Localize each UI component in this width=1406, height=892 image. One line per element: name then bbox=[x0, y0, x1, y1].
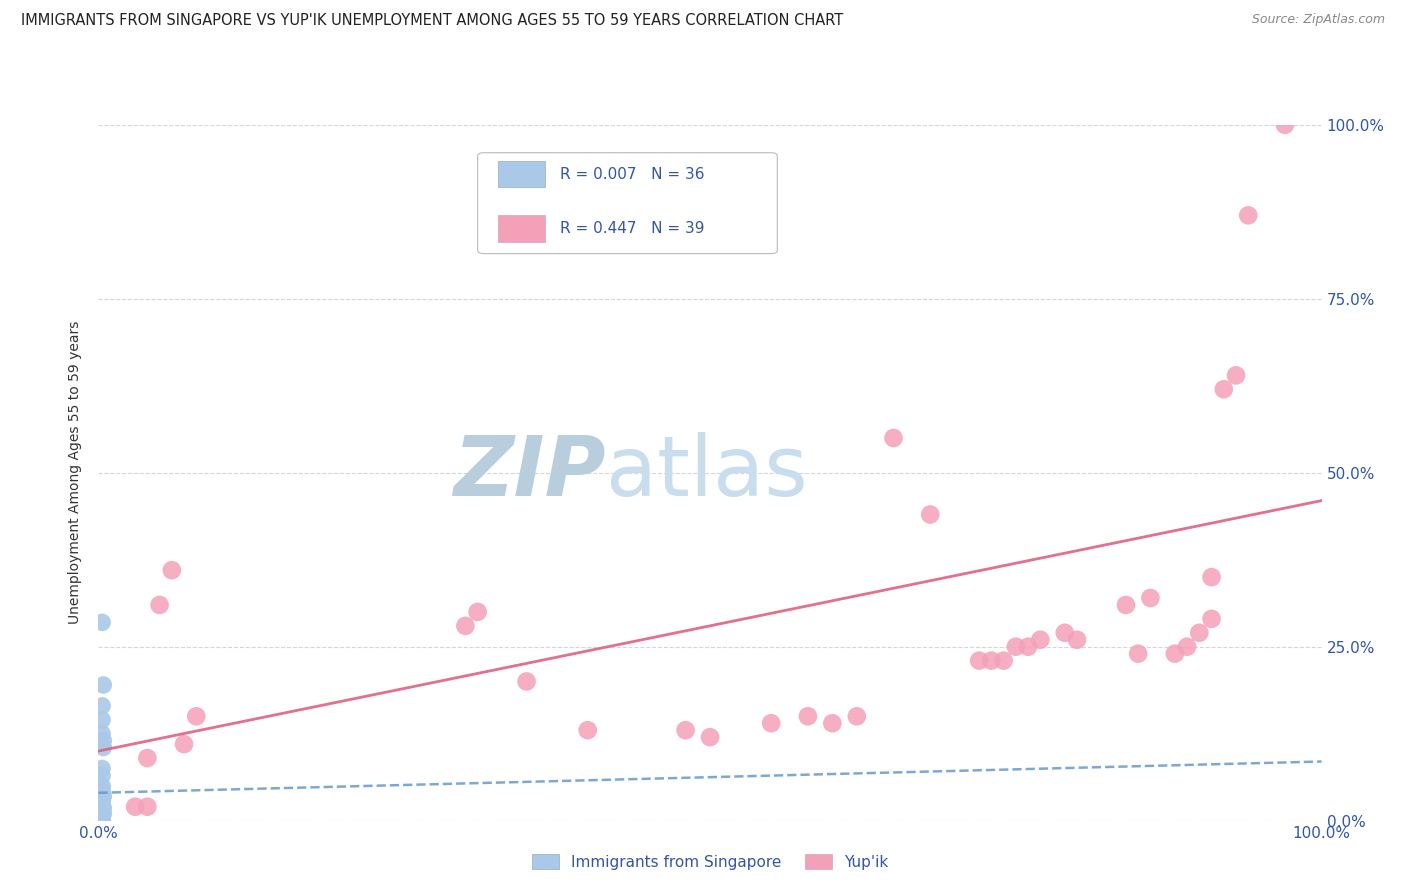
Point bbox=[1164, 647, 1187, 661]
Point bbox=[1237, 208, 1260, 222]
Point bbox=[149, 598, 172, 612]
Point bbox=[91, 768, 114, 782]
Point bbox=[845, 709, 868, 723]
Point bbox=[1212, 382, 1234, 396]
Point bbox=[821, 716, 844, 731]
Point bbox=[91, 812, 114, 826]
Point bbox=[967, 654, 990, 668]
Point bbox=[91, 809, 114, 823]
Point bbox=[1115, 598, 1137, 612]
Point bbox=[91, 678, 114, 692]
Point bbox=[91, 806, 114, 821]
Point bbox=[91, 812, 114, 826]
Point bbox=[761, 716, 783, 731]
Point bbox=[160, 563, 183, 577]
Point bbox=[91, 807, 114, 822]
Point bbox=[91, 786, 114, 800]
Point bbox=[1053, 625, 1076, 640]
Point bbox=[91, 810, 114, 824]
Point bbox=[91, 808, 114, 822]
Point bbox=[173, 737, 195, 751]
Point bbox=[1274, 118, 1296, 132]
Point bbox=[91, 789, 114, 804]
Point bbox=[797, 709, 820, 723]
Point bbox=[1004, 640, 1026, 654]
Point bbox=[1201, 570, 1223, 584]
Point bbox=[1225, 368, 1247, 383]
Point bbox=[1017, 640, 1039, 654]
Point bbox=[136, 751, 159, 765]
Point bbox=[1029, 632, 1052, 647]
Point bbox=[454, 619, 477, 633]
Point bbox=[91, 809, 114, 823]
Text: R = 0.007   N = 36: R = 0.007 N = 36 bbox=[560, 167, 704, 182]
Point bbox=[91, 726, 114, 740]
Y-axis label: Unemployment Among Ages 55 to 59 years: Unemployment Among Ages 55 to 59 years bbox=[69, 321, 83, 624]
Point bbox=[91, 811, 114, 825]
Point bbox=[91, 809, 114, 823]
Point bbox=[91, 615, 114, 630]
FancyBboxPatch shape bbox=[498, 215, 546, 242]
FancyBboxPatch shape bbox=[498, 161, 546, 187]
Point bbox=[91, 713, 114, 727]
Text: Source: ZipAtlas.com: Source: ZipAtlas.com bbox=[1251, 13, 1385, 27]
Point bbox=[1066, 632, 1088, 647]
Point bbox=[675, 723, 697, 738]
Text: ZIP: ZIP bbox=[453, 433, 606, 513]
Point bbox=[91, 812, 114, 826]
Point bbox=[91, 761, 114, 775]
Text: R = 0.447   N = 39: R = 0.447 N = 39 bbox=[560, 221, 704, 236]
Point bbox=[91, 809, 114, 823]
Point bbox=[91, 805, 114, 820]
Point bbox=[920, 508, 942, 522]
Point bbox=[91, 796, 114, 810]
Point bbox=[980, 654, 1002, 668]
Text: atlas: atlas bbox=[606, 433, 808, 513]
Point bbox=[91, 782, 114, 797]
Point bbox=[186, 709, 208, 723]
Point bbox=[1188, 625, 1211, 640]
Point bbox=[91, 803, 114, 817]
Point bbox=[467, 605, 489, 619]
Point bbox=[699, 730, 721, 744]
Point bbox=[136, 799, 159, 814]
Point bbox=[91, 779, 114, 793]
FancyBboxPatch shape bbox=[478, 153, 778, 253]
Point bbox=[1128, 647, 1150, 661]
Point bbox=[1175, 640, 1198, 654]
Point bbox=[1201, 612, 1223, 626]
Point bbox=[91, 812, 114, 826]
Point bbox=[993, 654, 1015, 668]
Point bbox=[1139, 591, 1161, 605]
Point bbox=[515, 674, 537, 689]
Point bbox=[91, 698, 114, 713]
Point bbox=[91, 813, 114, 827]
Point bbox=[91, 793, 114, 807]
Point bbox=[91, 799, 114, 814]
Legend: Immigrants from Singapore, Yup'ik: Immigrants from Singapore, Yup'ik bbox=[526, 847, 894, 876]
Point bbox=[91, 804, 114, 818]
Point bbox=[91, 740, 114, 755]
Point bbox=[91, 801, 114, 815]
Point bbox=[883, 431, 905, 445]
Point bbox=[91, 810, 114, 824]
Point bbox=[124, 799, 146, 814]
Point bbox=[91, 811, 114, 825]
Point bbox=[576, 723, 599, 738]
Point bbox=[91, 733, 114, 747]
Text: IMMIGRANTS FROM SINGAPORE VS YUP'IK UNEMPLOYMENT AMONG AGES 55 TO 59 YEARS CORRE: IMMIGRANTS FROM SINGAPORE VS YUP'IK UNEM… bbox=[21, 13, 844, 29]
